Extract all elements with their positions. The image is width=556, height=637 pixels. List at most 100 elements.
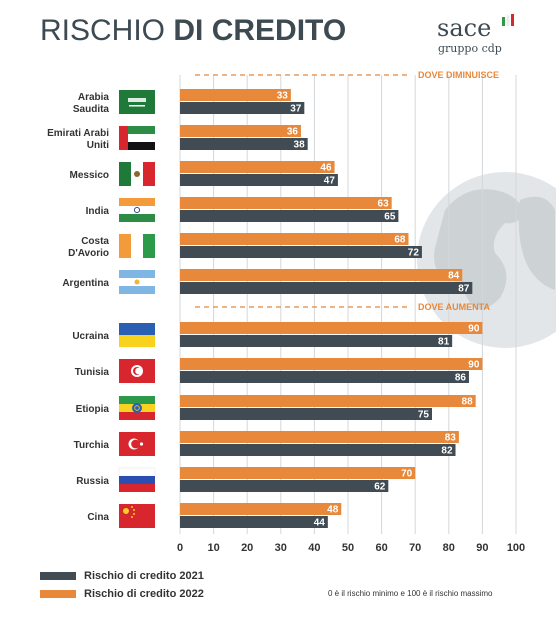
data-label: 63 — [378, 199, 390, 210]
bar-2021 — [180, 210, 399, 222]
x-tick-label: 10 — [207, 542, 219, 554]
brand-logo: sace gruppo cdp — [437, 14, 502, 55]
saudi-flag-icon — [119, 90, 155, 114]
section-label: DOVE DIMINUISCE — [418, 70, 499, 80]
ukraine-flag-icon — [119, 323, 155, 347]
title-light: RISCHIO — [40, 14, 166, 47]
data-label: 48 — [327, 505, 339, 516]
mexico-flag-icon — [119, 162, 155, 186]
data-label: 47 — [324, 176, 336, 187]
ivory-coast-flag-icon — [119, 234, 155, 258]
x-tick-label: 70 — [409, 542, 421, 554]
country-label: Saudita — [73, 104, 110, 115]
x-tick-label: 80 — [443, 542, 455, 554]
brand-name: sace — [437, 14, 492, 42]
bar-2021 — [180, 102, 305, 114]
country-label: Tunisia — [75, 367, 110, 378]
country-label: Turchia — [74, 440, 110, 451]
legend-label-2022: Rischio di credito 2022 — [84, 588, 204, 600]
section-label: DOVE AUMENTA — [418, 302, 491, 312]
turkey-flag-icon — [119, 432, 155, 456]
country-label: Russia — [76, 476, 109, 487]
data-label: 87 — [458, 284, 470, 295]
bar-2022 — [180, 233, 409, 245]
bar-2021 — [180, 138, 308, 150]
bar-2022 — [180, 467, 416, 479]
bar-2021 — [180, 335, 453, 347]
country-label: Arabia — [78, 92, 110, 103]
bar-2022 — [180, 89, 291, 101]
country-label: Argentina — [62, 278, 109, 289]
x-tick-label: 50 — [342, 542, 354, 554]
data-label: 33 — [277, 91, 289, 102]
argentina-flag-icon — [119, 270, 155, 294]
brand-sub: gruppo cdp — [438, 42, 502, 55]
data-label: 68 — [394, 235, 406, 246]
data-label: 46 — [320, 163, 332, 174]
bar-2022 — [180, 161, 335, 173]
china-flag-icon — [119, 504, 155, 528]
legend-item-2021: Rischio di credito 2021 — [40, 567, 204, 585]
data-label: 83 — [445, 433, 457, 444]
bar-2022 — [180, 322, 483, 334]
country-label: India — [86, 206, 110, 217]
data-label: 37 — [290, 104, 302, 115]
data-label: 82 — [441, 446, 453, 457]
uae-flag-icon — [119, 126, 155, 150]
data-label: 36 — [287, 127, 299, 138]
x-tick-label: 100 — [507, 542, 525, 554]
data-label: 75 — [418, 410, 430, 421]
bar-2022 — [180, 125, 301, 137]
country-label: D'Avorio — [68, 248, 109, 259]
data-label: 90 — [468, 360, 480, 371]
x-tick-label: 20 — [241, 542, 253, 554]
data-label: 81 — [438, 337, 450, 348]
tunisia-flag-icon — [119, 359, 155, 383]
italy-flag-icon — [502, 14, 514, 26]
title-bold: DI CREDITO — [173, 14, 347, 47]
scale-note: 0 è il rischio minimo e 100 è il rischio… — [328, 589, 493, 598]
bar-2022 — [180, 358, 483, 370]
country-label: Ucraina — [72, 331, 109, 342]
data-label: 44 — [314, 518, 326, 529]
bar-2022 — [180, 197, 392, 209]
country-label: Emirati Arabi — [47, 128, 109, 139]
bar-2021 — [180, 444, 456, 456]
data-label: 65 — [384, 212, 396, 223]
legend-item-2022: Rischio di credito 2022 — [40, 585, 204, 603]
data-label: 70 — [401, 469, 413, 480]
x-tick-label: 0 — [177, 542, 183, 554]
legend-swatch-2022 — [40, 590, 76, 598]
page-title: RISCHIO DI CREDITO — [40, 14, 346, 48]
data-label: 62 — [374, 482, 386, 493]
india-flag-icon — [119, 198, 155, 222]
country-label: Cina — [87, 512, 109, 523]
x-tick-label: 60 — [375, 542, 387, 554]
country-label: Etiopia — [76, 404, 110, 415]
legend-swatch-2021 — [40, 572, 76, 580]
data-label: 38 — [294, 140, 306, 151]
bar-2021 — [180, 371, 469, 383]
x-tick-label: 30 — [275, 542, 287, 554]
country-label: Uniti — [87, 140, 109, 151]
data-label: 88 — [462, 397, 474, 408]
data-label: 84 — [448, 271, 460, 282]
world-map-icon — [417, 172, 556, 348]
bar-2022 — [180, 269, 463, 281]
x-tick-label: 90 — [476, 542, 488, 554]
bar-2021 — [180, 174, 338, 186]
legend-label-2021: Rischio di credito 2021 — [84, 570, 204, 582]
data-label: 90 — [468, 324, 480, 335]
country-label: Costa — [81, 236, 109, 247]
bar-2021 — [180, 480, 389, 492]
bar-2021 — [180, 408, 432, 420]
x-tick-label: 40 — [308, 542, 320, 554]
data-label: 72 — [408, 248, 420, 259]
bar-2022 — [180, 431, 459, 443]
russia-flag-icon — [118, 467, 156, 492]
bar-2021 — [180, 516, 328, 528]
bar-2022 — [180, 395, 476, 407]
bar-2022 — [180, 503, 342, 515]
